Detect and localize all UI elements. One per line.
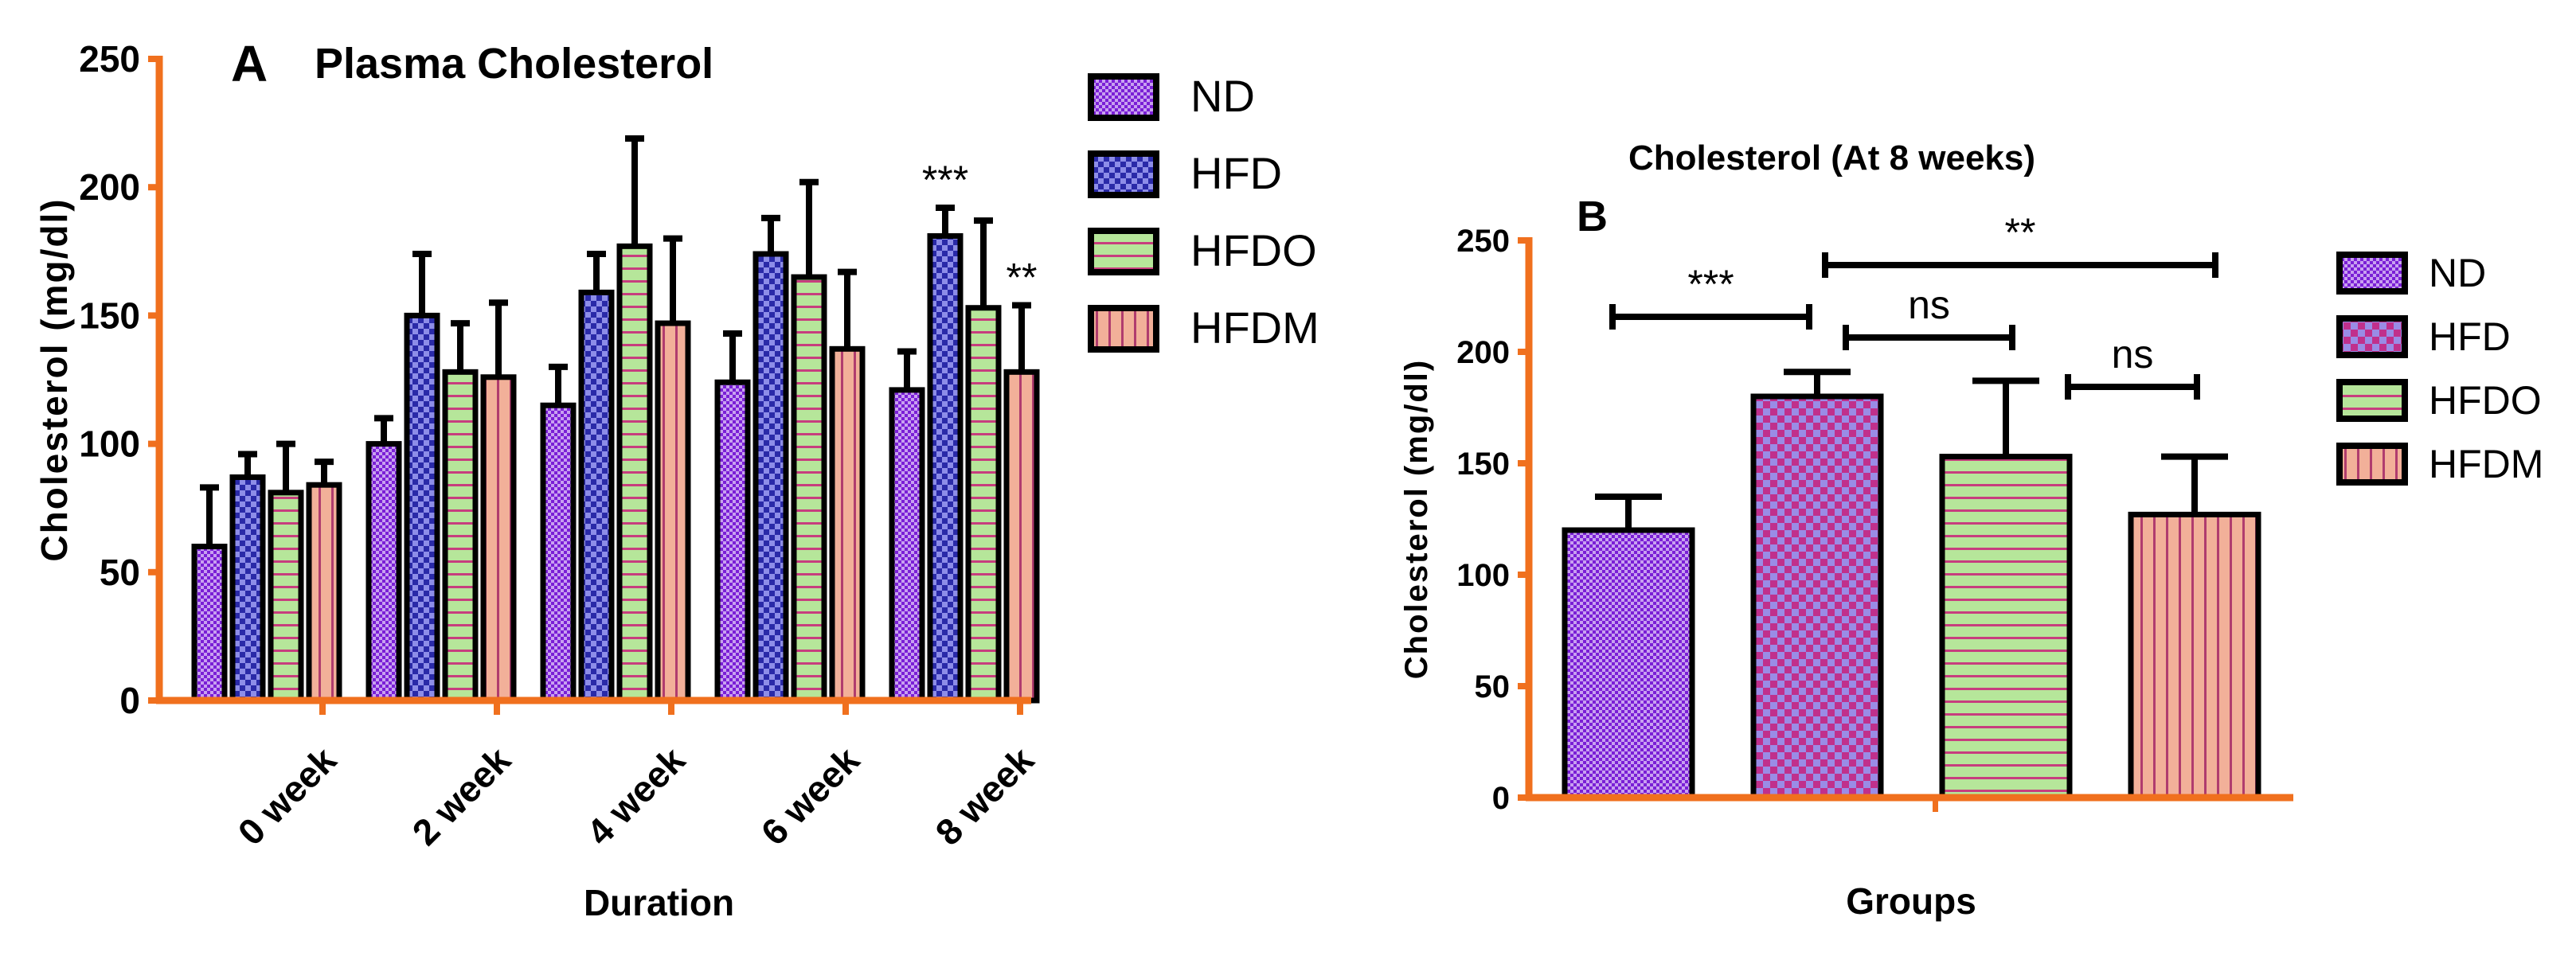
y-tick-label: 0: [119, 680, 140, 721]
bar-nd-0-week: [191, 544, 228, 704]
legend-swatch-hfdm: [1088, 305, 1159, 353]
legend-swatch-hfdm: [2336, 443, 2408, 486]
panel-letter: B: [1577, 193, 1608, 240]
legend-swatch-hfd: [1088, 150, 1159, 198]
x-axis-label: Groups: [1846, 880, 1976, 922]
bar-hfd-0-week: [229, 474, 266, 704]
bar-hfdo-0-week: [268, 490, 304, 704]
panel-a-plasma-cholesterol: 0 50 100 150 200 250 Cholesterol (mg/dl) 0 week…: [33, 35, 1319, 923]
bar-hfdm-0-week: [306, 482, 342, 704]
legend-label-nd: ND: [2429, 251, 2486, 295]
legend-label-hfdm: HFDM: [2429, 442, 2543, 486]
significance-marker: **: [1007, 256, 1038, 300]
x-tick-label-8-week: 8 week: [928, 739, 1042, 853]
comparison-label: **: [2005, 210, 2036, 255]
x-axis-label: Duration: [584, 882, 734, 923]
bar-hfd-2-week: [404, 312, 440, 704]
legend-swatch-hfd: [2336, 315, 2408, 358]
y-axis-label: Cholesterol (mg/dl): [33, 197, 75, 561]
bar-hfdo-2-week: [442, 369, 479, 704]
legend-label-hfdo: HFDO: [2429, 378, 2542, 423]
legend-label-hfd: HFD: [2429, 314, 2511, 359]
legend-label-hfdo: HFDO: [1190, 225, 1317, 275]
bar-hfdm: [2128, 511, 2261, 801]
bar-hfd: [1750, 393, 1884, 801]
legend-swatch-hfdo: [2336, 379, 2408, 422]
bar-hfdo-6-week: [791, 274, 827, 704]
legend-label-hfdm: HFDM: [1190, 302, 1319, 353]
bar-hfdm-6-week: [829, 345, 866, 704]
legend-swatch-nd: [2336, 252, 2408, 295]
chart-title: Cholesterol (At 8 weeks): [1628, 139, 2035, 178]
bar-hfdm-2-week: [480, 374, 517, 704]
x-tick-label-2-week: 2 week: [405, 739, 519, 853]
bar-hfdm-8-week: [1003, 369, 1040, 704]
legend-label-nd: ND: [1190, 71, 1255, 121]
bar-hfdo-8-week: [965, 305, 1002, 704]
comparison-label: ns: [1908, 283, 1950, 327]
legend-label-hfd: HFD: [1190, 148, 1282, 198]
y-axis-label: Cholesterol (mg/dl): [1399, 359, 1434, 679]
bar-hfdo: [1939, 454, 2073, 801]
y-tick-label: 0: [1492, 781, 1510, 816]
bar-nd-4-week: [540, 402, 577, 704]
significance-marker: ***: [922, 158, 968, 202]
y-tick-label: 250: [1456, 224, 1510, 259]
bar-hfd-8-week: [927, 232, 964, 704]
y-tick-label: 150: [79, 295, 140, 336]
y-tick-label: 250: [79, 38, 140, 80]
y-tick-label: 50: [1475, 669, 1511, 704]
bar-nd-8-week: [889, 387, 925, 704]
bar-hfd-6-week: [752, 251, 789, 704]
bar-hfdo-4-week: [616, 243, 653, 704]
y-tick-label: 150: [1456, 447, 1510, 482]
y-tick-label: 50: [100, 552, 140, 593]
legend-swatch-hfdo: [1088, 228, 1159, 275]
y-tick-label: 100: [79, 423, 140, 465]
comparison-label: ns: [2112, 332, 2154, 377]
x-tick-label-0-week: 0 week: [230, 739, 345, 853]
chart-title: Plasma Cholesterol: [315, 40, 713, 88]
y-tick-label: 100: [1456, 558, 1510, 593]
bar-nd: [1562, 527, 1695, 801]
y-tick-label: 200: [79, 166, 140, 208]
x-tick-label-4-week: 4 week: [579, 739, 694, 853]
bar-hfd-4-week: [578, 289, 615, 704]
legend-swatch-nd: [1088, 73, 1159, 121]
y-tick-label: 200: [1456, 335, 1510, 370]
bar-nd-2-week: [365, 441, 402, 704]
panel-letter: A: [231, 35, 268, 92]
bar-hfdm-4-week: [655, 320, 691, 704]
bar-nd-6-week: [714, 379, 751, 704]
comparison-label: ***: [1687, 262, 1734, 306]
x-tick-label-6-week: 6 week: [753, 739, 868, 853]
